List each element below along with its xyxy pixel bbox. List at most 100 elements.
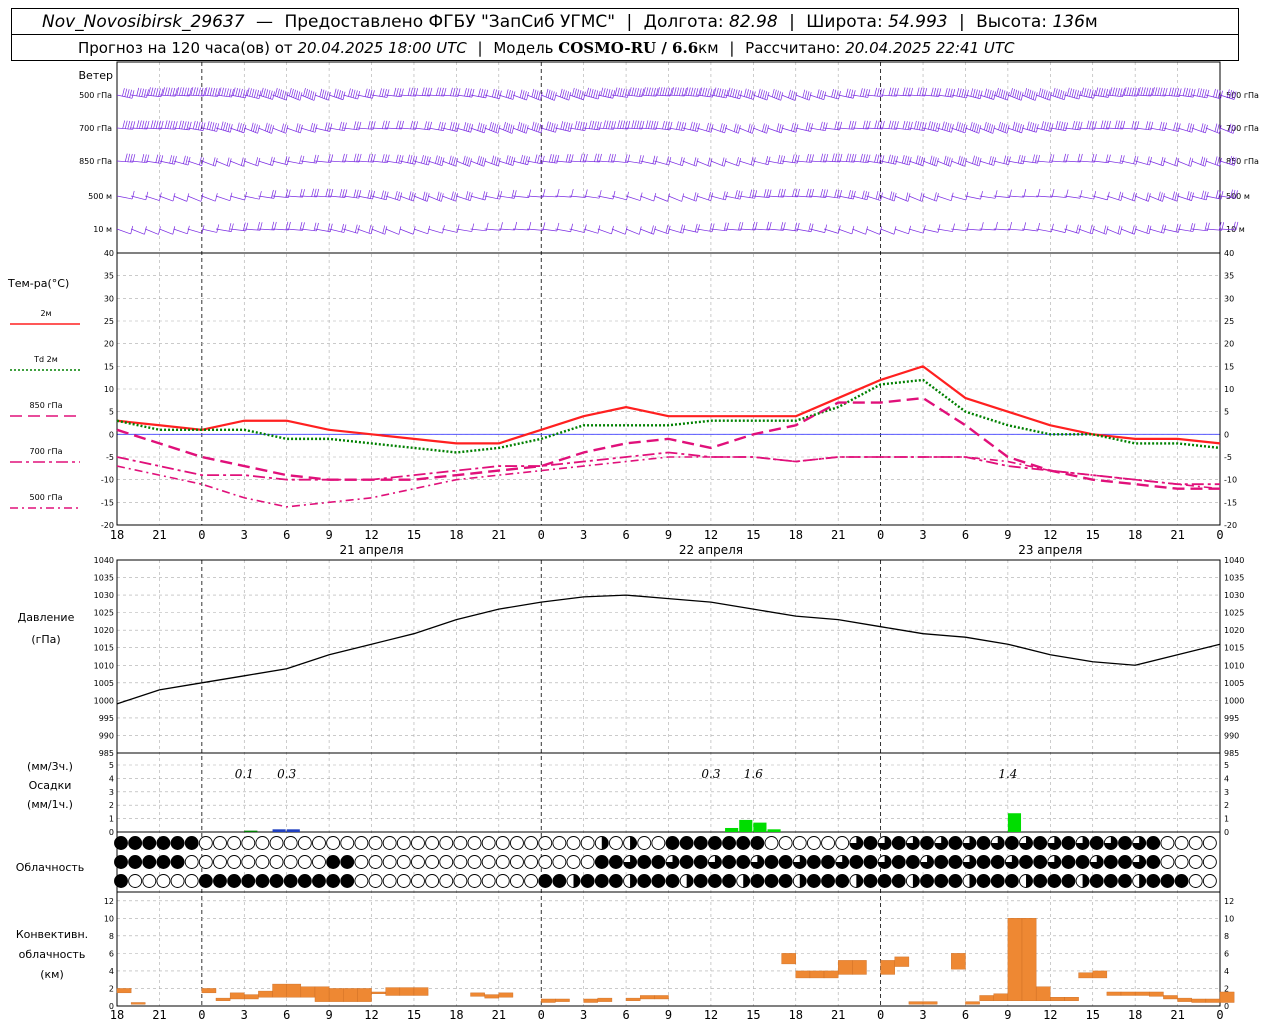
wind-barb-flag [491, 155, 495, 164]
wind-barb-flag [1004, 124, 1008, 133]
wind-barb-flag [627, 89, 630, 98]
x-tick-label: 3 [580, 528, 587, 542]
wind-barb-flag [1081, 87, 1084, 96]
wind-barb-flag [752, 221, 755, 230]
wind-barb-flag [358, 121, 362, 131]
wind-barb-flag [1000, 89, 1004, 98]
cloud-symbol [736, 855, 751, 869]
conv-bar [880, 960, 895, 975]
conv-bar [1177, 997, 1192, 1002]
wind-barb-flag [765, 156, 769, 165]
wind-barb-flag [1232, 189, 1236, 199]
wind-barb-flag [634, 120, 637, 129]
x-tick-label: 12 [364, 528, 378, 542]
wind-barb-shaft [187, 94, 204, 97]
wind-barb-flag [384, 88, 387, 98]
wind-barb-flag [333, 88, 337, 97]
wind-barb-flag [977, 90, 981, 99]
wind-barb-shaft [1050, 195, 1067, 198]
wind-barb-shaft [413, 94, 430, 97]
wind-barb-flag [427, 225, 431, 234]
conv-tick-right: 8 [1224, 932, 1229, 941]
cloud-symbol [1075, 855, 1090, 869]
wind-barb-shaft [1036, 127, 1052, 132]
pres-tick-right: 985 [1224, 749, 1239, 758]
wind-barb-flag [469, 158, 472, 167]
wind-barb-flag [364, 88, 368, 97]
wind-barb-flag [1186, 122, 1190, 132]
x-tick-label: 18 [789, 1008, 803, 1022]
wind-barb-shaft [201, 94, 218, 97]
cloud-symbol [312, 874, 326, 888]
wind-barb-flag [788, 89, 791, 98]
cloud-fill [912, 874, 920, 888]
wind-barb-flag [1168, 87, 1172, 96]
wind-barb-flag [200, 122, 203, 131]
lon-value: 82.98 [729, 12, 778, 32]
wind-barb-flag [771, 88, 775, 98]
x-tick-label: 9 [1004, 1008, 1011, 1022]
wind-barb-flag [1204, 89, 1207, 98]
cloud-fill [878, 855, 892, 869]
cloud-symbol [467, 855, 482, 869]
wind-barb-flag [562, 121, 566, 130]
wind-barb-flag [565, 122, 568, 131]
wind-barb-flag [922, 157, 926, 166]
cloud-symbol [156, 874, 171, 888]
wind-barb-flag [819, 90, 822, 99]
wind-barb-flag [676, 87, 680, 96]
cloud-symbol [1160, 855, 1175, 869]
cloud-symbol [1160, 874, 1175, 888]
wind-barb-flag [181, 120, 185, 130]
cloud-symbol [920, 874, 934, 888]
wind-barb-flag [1149, 156, 1152, 166]
wind-barb-shaft [1007, 228, 1024, 231]
wind-barb-flag [738, 125, 741, 134]
wind-barb-flag [354, 224, 358, 233]
conv-bar [399, 987, 415, 996]
wind-barb-flag [464, 88, 467, 97]
cloud-symbol [1061, 836, 1076, 850]
wind-barb-flag [831, 153, 835, 162]
wind-barb-flag [426, 193, 430, 202]
wind-barb-flag [253, 123, 256, 132]
wind-barb-shaft [329, 228, 345, 233]
wind-barb-flag [1154, 87, 1158, 96]
wind-barb-shaft [654, 195, 668, 202]
wind-barb-flag [820, 153, 824, 162]
wind-barb-flag [1192, 223, 1196, 232]
cloud-symbol [1103, 874, 1118, 888]
wind-barb-flag [297, 124, 301, 133]
wind-barb-flag [996, 87, 999, 97]
wind-barb-flag [648, 87, 651, 96]
wind-barb-flag [126, 89, 130, 98]
wind-barb-flag [1003, 155, 1007, 164]
wind-barb-flag [368, 225, 372, 234]
wind-barb-flag [160, 120, 164, 130]
wind-barb-flag [835, 90, 839, 99]
wind-barb-flag [1186, 191, 1190, 200]
wind-barb-flag [127, 120, 131, 129]
cloud-symbol [1004, 874, 1019, 888]
wind-barb-flag [1218, 221, 1222, 231]
wind-barb-flag [1073, 89, 1077, 98]
wind-barb-flag [673, 87, 677, 96]
cloud-symbol [114, 836, 128, 850]
wind-barb-shaft [597, 127, 614, 130]
wind-barb-shaft [908, 228, 924, 234]
wind-barb-flag [193, 87, 196, 96]
wind-barb-flag [1033, 123, 1037, 132]
wind-barb-flag [1009, 221, 1012, 231]
wind-barb-shaft [159, 160, 175, 165]
wind-barb-flag [514, 221, 518, 231]
wind-barb-flag [1202, 124, 1206, 133]
wind-barb-flag [1091, 121, 1095, 130]
wind-barb-flag [1090, 89, 1094, 98]
wind-barb-flag [906, 156, 910, 165]
wind-barb-flag [794, 154, 798, 163]
wind-barb-flag [610, 153, 614, 163]
temp-tick-right: 25 [1224, 317, 1234, 326]
wind-barb-flag [624, 154, 628, 163]
